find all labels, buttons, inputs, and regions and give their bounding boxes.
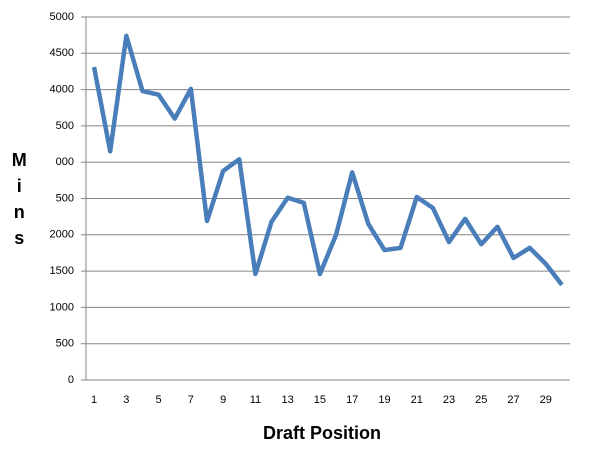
x-tick-label: 17 (346, 394, 358, 406)
x-tick-label: 13 (282, 394, 294, 406)
x-tick-label: 25 (475, 394, 487, 406)
y-tick-label: 4000 (50, 84, 74, 96)
y-tick-label: 500 (56, 192, 74, 204)
x-tick-label: 19 (378, 394, 390, 406)
y-tick-label: 1000 (50, 301, 74, 313)
x-tick-label: 3 (123, 394, 129, 406)
x-tick-label: 9 (220, 394, 226, 406)
x-tick-label: 23 (443, 394, 455, 406)
x-tick-label: 27 (507, 394, 519, 406)
y-tick-label: 0 (68, 374, 74, 386)
data-line (91, 33, 564, 287)
y-axis-title: Mins (9, 150, 29, 254)
y-tick-label: 2000 (50, 229, 74, 241)
y-tick-label: 000 (56, 156, 74, 168)
y-tick-label: 5000 (50, 11, 74, 23)
y-tick-label: 500 (56, 120, 74, 132)
x-tick-label: 21 (411, 394, 423, 406)
x-tick-label: 1 (91, 394, 97, 406)
x-tick-label: 7 (188, 394, 194, 406)
x-tick-label: 15 (314, 394, 326, 406)
x-tick-label: 11 (250, 394, 261, 406)
x-tick-label: 5 (156, 394, 162, 406)
x-tick-label: 29 (540, 394, 552, 406)
y-tick-label: 4500 (50, 47, 74, 59)
x-axis-title: Draft Position (263, 423, 381, 443)
y-tick-label: 500 (56, 338, 74, 350)
y-tick-label: 1500 (50, 265, 74, 277)
